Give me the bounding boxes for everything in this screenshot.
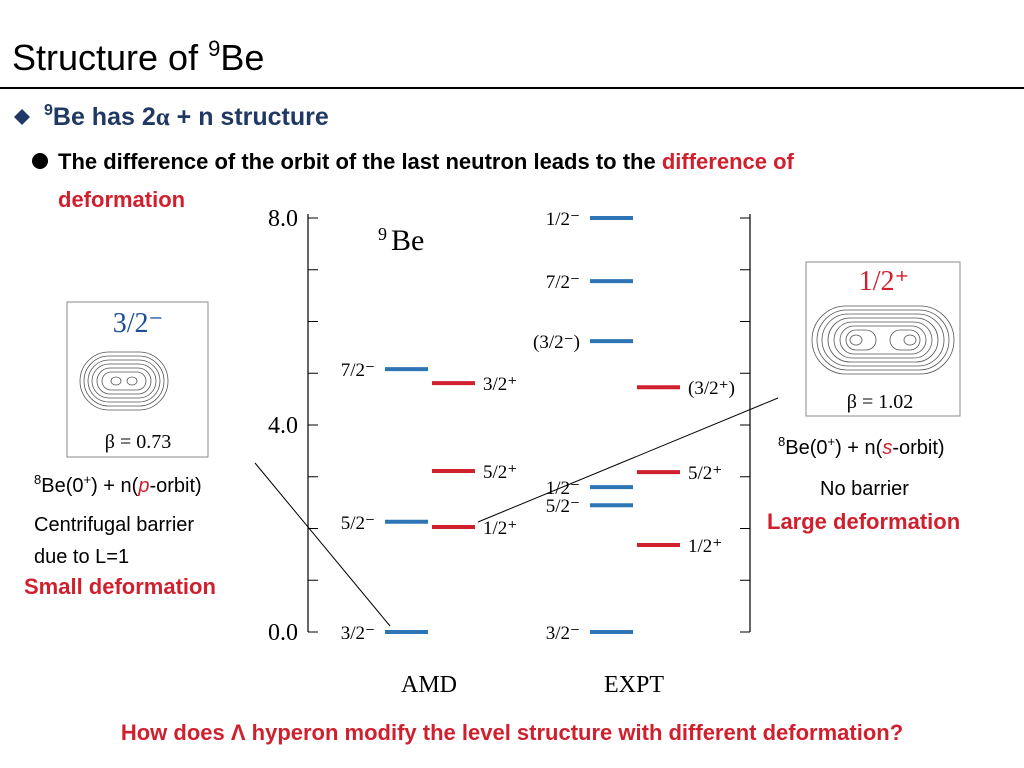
level-label: 3/2⁻ — [341, 623, 375, 644]
inset-frame — [805, 261, 961, 417]
config-part: 8 — [34, 472, 41, 487]
config: 8Be(0+) + n(s-orbit) — [778, 434, 945, 459]
bullet-highlight: deformation — [58, 187, 185, 212]
inset-beta: β = 0.73 — [105, 431, 171, 453]
config-part: Be(0 — [785, 437, 827, 459]
density-contour — [79, 351, 169, 411]
config-part: -orbit) — [892, 437, 944, 459]
config-part: p — [137, 475, 149, 497]
bullet-highlight: difference of — [662, 149, 795, 174]
level-label: 5/2⁻ — [546, 496, 580, 517]
y-tick-label: 4.0 — [268, 413, 298, 439]
slide-title: Structure of 9Be — [12, 36, 264, 78]
config-part: ) + n( — [91, 475, 139, 497]
bullet-1: 9Be has 2α + n structure — [44, 102, 329, 131]
title-text: Be — [220, 37, 264, 78]
bullet-sup: 9 — [44, 102, 53, 119]
bullet-alpha: α — [156, 104, 170, 131]
inset-state: 1/2⁺ — [859, 266, 910, 297]
bullet-text: + n structure — [170, 103, 329, 131]
density-contour — [811, 305, 955, 375]
config-part: -orbit) — [149, 475, 201, 497]
config-part: + — [83, 472, 91, 487]
column-label: AMD — [401, 672, 457, 698]
conclusion: Large deformation — [767, 509, 960, 534]
chart-title-text: Be — [391, 224, 424, 257]
level-label: 7/2⁻ — [341, 360, 375, 381]
bullet-text: The difference of the orbit of the last … — [58, 149, 662, 174]
connector — [477, 397, 779, 523]
level-label: 1/2⁺ — [688, 536, 722, 557]
config-part: 8 — [778, 434, 785, 449]
chart-title-sup: 9 — [378, 224, 387, 244]
chart-title: 9 Be — [378, 224, 424, 257]
y-tick-label: 8.0 — [268, 206, 298, 232]
level-label: 5/2⁻ — [341, 513, 375, 534]
bullet-2: The difference of the orbit of the last … — [58, 149, 795, 174]
inset-state: 3/2⁻ — [113, 308, 164, 339]
config: 8Be(0+) + n(p-orbit) — [34, 472, 202, 497]
inset-beta: β = 1.02 — [847, 391, 913, 413]
level-label: (3/2⁺) — [688, 378, 735, 399]
level-label: 5/2⁺ — [483, 462, 517, 483]
level-label: 1/2⁻ — [546, 209, 580, 230]
bullet-text: Be has 2 — [53, 103, 156, 131]
config-part: Be(0 — [41, 475, 83, 497]
diamond-bullet — [14, 109, 30, 125]
config-part: ) + n( — [835, 437, 883, 459]
note: Centrifugal barrier — [34, 514, 194, 536]
level-label: 1/2⁻ — [546, 478, 580, 499]
column-label: EXPT — [604, 672, 664, 698]
config-part: s — [882, 437, 892, 459]
note: due to L=1 — [34, 546, 129, 568]
config-part: + — [827, 434, 835, 449]
y-tick-label: 0.0 — [268, 620, 298, 646]
title-sup: 9 — [208, 36, 220, 61]
connector — [254, 462, 391, 627]
level-label: 7/2⁻ — [546, 272, 580, 293]
level-label: 1/2⁺ — [483, 518, 517, 539]
inset-frame — [66, 301, 209, 458]
level-label: (3/2⁻) — [533, 332, 580, 353]
conclusion: Small deformation — [24, 574, 216, 599]
level-label: 5/2⁺ — [688, 463, 722, 484]
level-label: 3/2⁻ — [546, 623, 580, 644]
level-scheme: 0.0 4.0 8.0 AMD 3/2⁻ 5/2⁻ 7/2⁻ 1/2⁺ 5/2⁺ 3/2⁺ EXPT… — [268, 206, 751, 698]
title-text: Structure of — [12, 37, 208, 78]
dot-bullet — [32, 153, 48, 169]
note: No barrier — [820, 478, 909, 500]
level-label: 3/2⁺ — [483, 374, 517, 395]
question: How does Λ hyperon modify the level stru… — [121, 720, 903, 745]
